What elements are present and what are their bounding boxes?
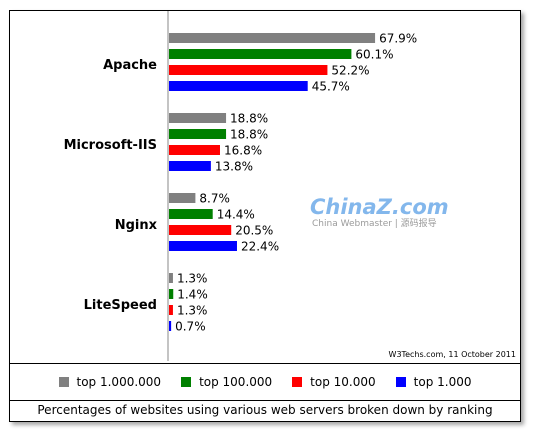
data-label: 60.1% bbox=[355, 48, 393, 62]
legend-swatch bbox=[395, 377, 406, 387]
legend: top 1.000.000 top 100.000 top 10.000 top 1.… bbox=[10, 363, 520, 401]
legend-label: top 100.000 bbox=[199, 375, 273, 389]
data-label: 52.2% bbox=[331, 64, 369, 78]
legend-label: top 1.000.000 bbox=[76, 375, 162, 389]
legend-swatch bbox=[181, 377, 192, 387]
legend-swatch bbox=[292, 377, 303, 387]
legend-item: top 1.000 bbox=[395, 375, 472, 389]
watermark-tagline: China Webmaster | 源码报导 bbox=[312, 219, 437, 229]
data-label: 8.7% bbox=[199, 192, 230, 206]
data-label: 1.3% bbox=[177, 304, 208, 318]
bar bbox=[169, 81, 308, 91]
bar bbox=[169, 129, 227, 139]
bar bbox=[169, 65, 328, 75]
data-label: 18.8% bbox=[230, 112, 268, 126]
data-label: 22.4% bbox=[241, 240, 279, 254]
bar bbox=[169, 305, 173, 315]
bar bbox=[169, 145, 220, 155]
bar bbox=[169, 321, 172, 331]
bar bbox=[169, 273, 173, 283]
bar bbox=[169, 225, 232, 235]
legend-label: top 1.000 bbox=[413, 375, 472, 389]
category-label: LiteSpeed bbox=[84, 298, 157, 313]
bar bbox=[169, 209, 213, 219]
category-label: Nginx bbox=[115, 218, 158, 233]
chart-caption: Percentages of websites using various we… bbox=[37, 403, 493, 417]
bar bbox=[169, 289, 174, 299]
legend-item: top 10.000 bbox=[292, 375, 376, 389]
watermark: ChinaZ.com China Webmaster | 源码报导 bbox=[310, 196, 470, 236]
bar bbox=[169, 113, 227, 123]
data-label: 1.3% bbox=[177, 272, 208, 286]
data-label: 18.8% bbox=[230, 128, 268, 142]
data-label: 13.8% bbox=[215, 160, 253, 174]
source-credit: W3Techs.com, 11 October 2011 bbox=[389, 350, 516, 359]
data-label: 0.7% bbox=[175, 320, 206, 334]
data-label: 14.4% bbox=[217, 208, 255, 222]
bar bbox=[169, 33, 376, 43]
data-label: 1.4% bbox=[177, 288, 208, 302]
data-label: 45.7% bbox=[312, 80, 350, 94]
data-label: 67.9% bbox=[379, 32, 417, 46]
chart-frame: Apache 67.9% 60.1% 52.2% 45.7% Microsoft-IIS 1… bbox=[9, 10, 521, 422]
watermark-logo: ChinaZ.com bbox=[310, 195, 449, 219]
legend-item: top 100.000 bbox=[181, 375, 272, 389]
bar bbox=[169, 241, 237, 251]
bar bbox=[169, 49, 352, 59]
bar-chart: Apache 67.9% 60.1% 52.2% 45.7% Microsoft-IIS 1… bbox=[64, 11, 516, 361]
data-label: 20.5% bbox=[235, 224, 273, 238]
category-label: Microsoft-IIS bbox=[64, 138, 157, 153]
bar bbox=[169, 161, 211, 171]
legend-swatch bbox=[58, 377, 69, 387]
legend-label: top 10.000 bbox=[310, 375, 376, 389]
bar bbox=[169, 193, 196, 203]
category-label: Apache bbox=[103, 58, 157, 73]
data-label: 16.8% bbox=[224, 144, 262, 158]
legend-item: top 1.000.000 bbox=[58, 375, 162, 389]
plot-area: Apache 67.9% 60.1% 52.2% 45.7% Microsoft-IIS 1… bbox=[10, 11, 520, 361]
